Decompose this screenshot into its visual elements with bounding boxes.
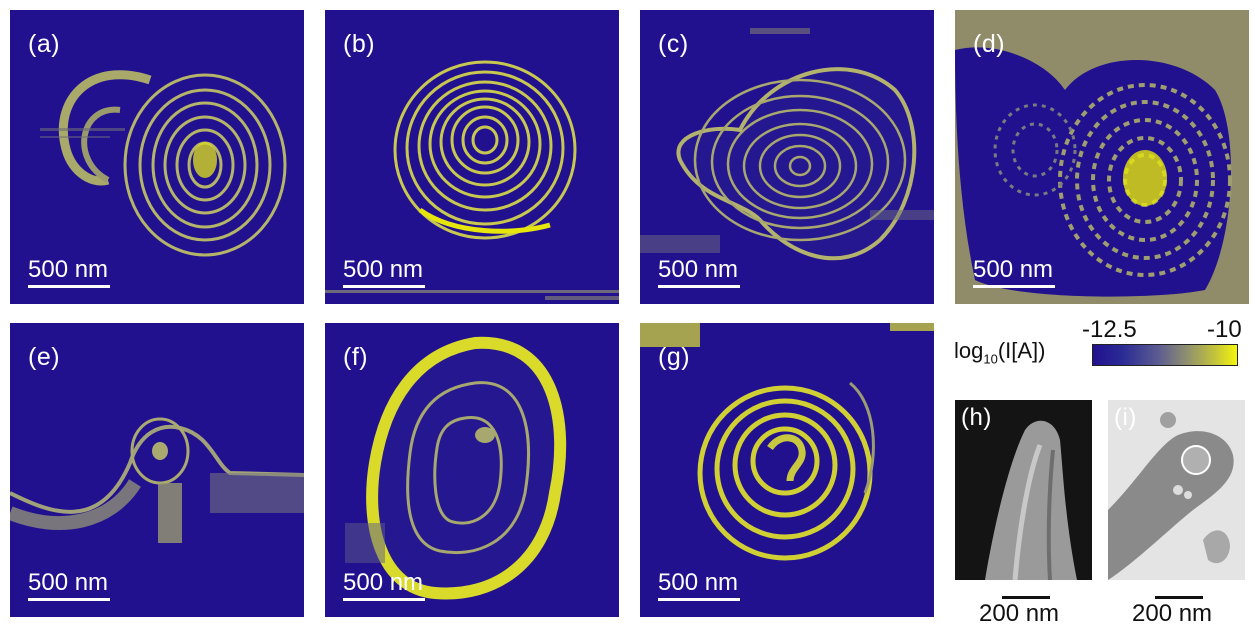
panel-label-i: (i) <box>1114 404 1137 431</box>
scale-text-f: 500 nm <box>343 569 424 596</box>
panel-f: (f) 500 nm <box>325 323 619 617</box>
scale-line-b <box>343 285 425 288</box>
current-map-a <box>10 10 304 304</box>
current-map-g <box>640 323 934 617</box>
panel-label-a: (a) <box>28 30 61 58</box>
scale-text-i: 200 nm <box>1132 600 1213 627</box>
panel-h: (h) 200 nm <box>955 400 1092 627</box>
current-map-c <box>640 10 934 304</box>
scale-text-h: 200 nm <box>979 600 1060 627</box>
scale-line-i <box>1155 596 1203 599</box>
sem-image-i <box>1108 400 1245 580</box>
current-map-e <box>10 323 304 617</box>
scale-line-d <box>973 285 1055 288</box>
scale-line-e <box>28 598 110 601</box>
scale-text-d: 500 nm <box>973 256 1054 283</box>
panel-i: (i) 200 nm <box>1108 400 1245 627</box>
panel-e: (e) 500 nm <box>10 323 304 617</box>
current-map-b <box>325 10 619 304</box>
sem-image-h <box>955 400 1092 580</box>
colorbar: log10(I[A]) -12.5 -10 <box>950 316 1250 382</box>
panel-g: (g) 500 nm <box>640 323 934 617</box>
scale-line-f <box>343 598 425 601</box>
scale-text-b: 500 nm <box>343 256 424 283</box>
scale-text-e: 500 nm <box>28 569 109 596</box>
panel-label-g: (g) <box>658 343 691 371</box>
scale-text-a: 500 nm <box>28 256 109 283</box>
scale-line-a <box>28 285 110 288</box>
colorbar-gradient <box>1092 344 1238 366</box>
scale-line-g <box>658 598 740 601</box>
panel-label-f: (f) <box>343 343 369 371</box>
scale-line-h <box>1002 596 1050 599</box>
panel-label-d: (d) <box>973 30 1006 58</box>
current-map-f <box>325 323 619 617</box>
panel-label-e: (e) <box>28 343 61 371</box>
scale-text-g: 500 nm <box>658 569 739 596</box>
panel-d: (d) 500 nm <box>955 10 1249 304</box>
panel-b: (b) 500 nm <box>325 10 619 304</box>
colorbar-min-label: -12.5 <box>1082 316 1137 343</box>
colorbar-max-label: -10 <box>1207 316 1242 343</box>
panel-label-b: (b) <box>343 30 376 58</box>
panel-label-h: (h) <box>961 404 992 431</box>
panel-label-c: (c) <box>658 30 689 58</box>
panel-c: (c) 500 nm <box>640 10 934 304</box>
scale-text-c: 500 nm <box>658 256 739 283</box>
panel-a: (a) 500 nm <box>10 10 304 304</box>
current-map-d <box>955 10 1249 304</box>
scale-line-c <box>658 285 740 288</box>
colorbar-axis-label: log10(I[A]) <box>954 338 1046 367</box>
